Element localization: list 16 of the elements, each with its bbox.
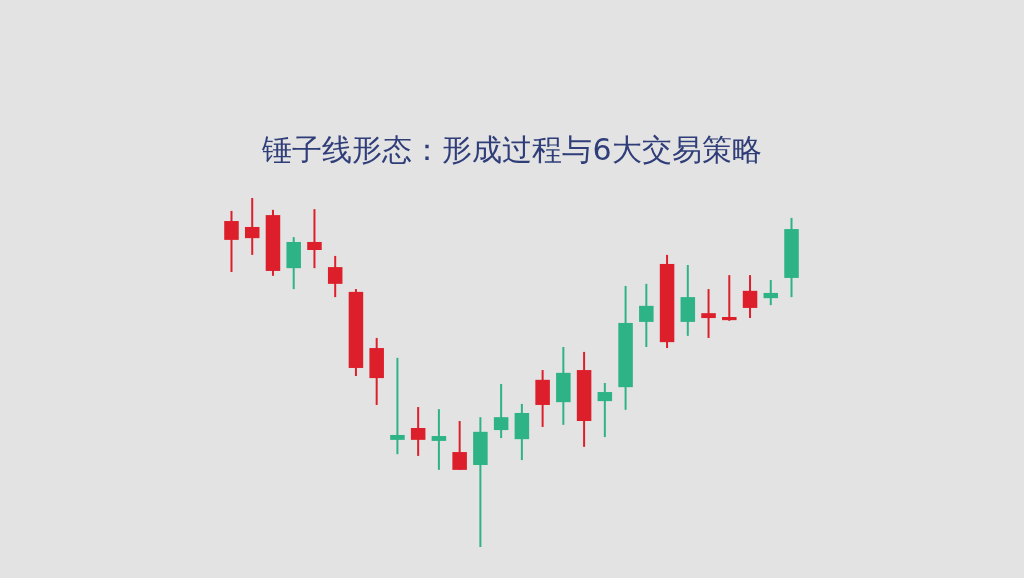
- candlestick: [224, 209, 239, 273]
- candlestick: [701, 288, 716, 339]
- candlestick: [742, 274, 758, 320]
- candlestick: [639, 282, 654, 349]
- candlestick: [327, 254, 343, 299]
- candlestick: [410, 406, 426, 457]
- candlestick: [722, 274, 737, 322]
- candlestick: [763, 279, 779, 307]
- candlestick: [597, 381, 613, 439]
- candlestick: [431, 408, 447, 471]
- candlestick: [452, 420, 467, 471]
- candlestick: [493, 383, 509, 440]
- candlestick: [390, 356, 405, 456]
- candlestick: [307, 208, 322, 270]
- candlestick: [244, 197, 260, 256]
- chart-title: 锤子线形态：形成过程与6大交易策略: [261, 132, 762, 167]
